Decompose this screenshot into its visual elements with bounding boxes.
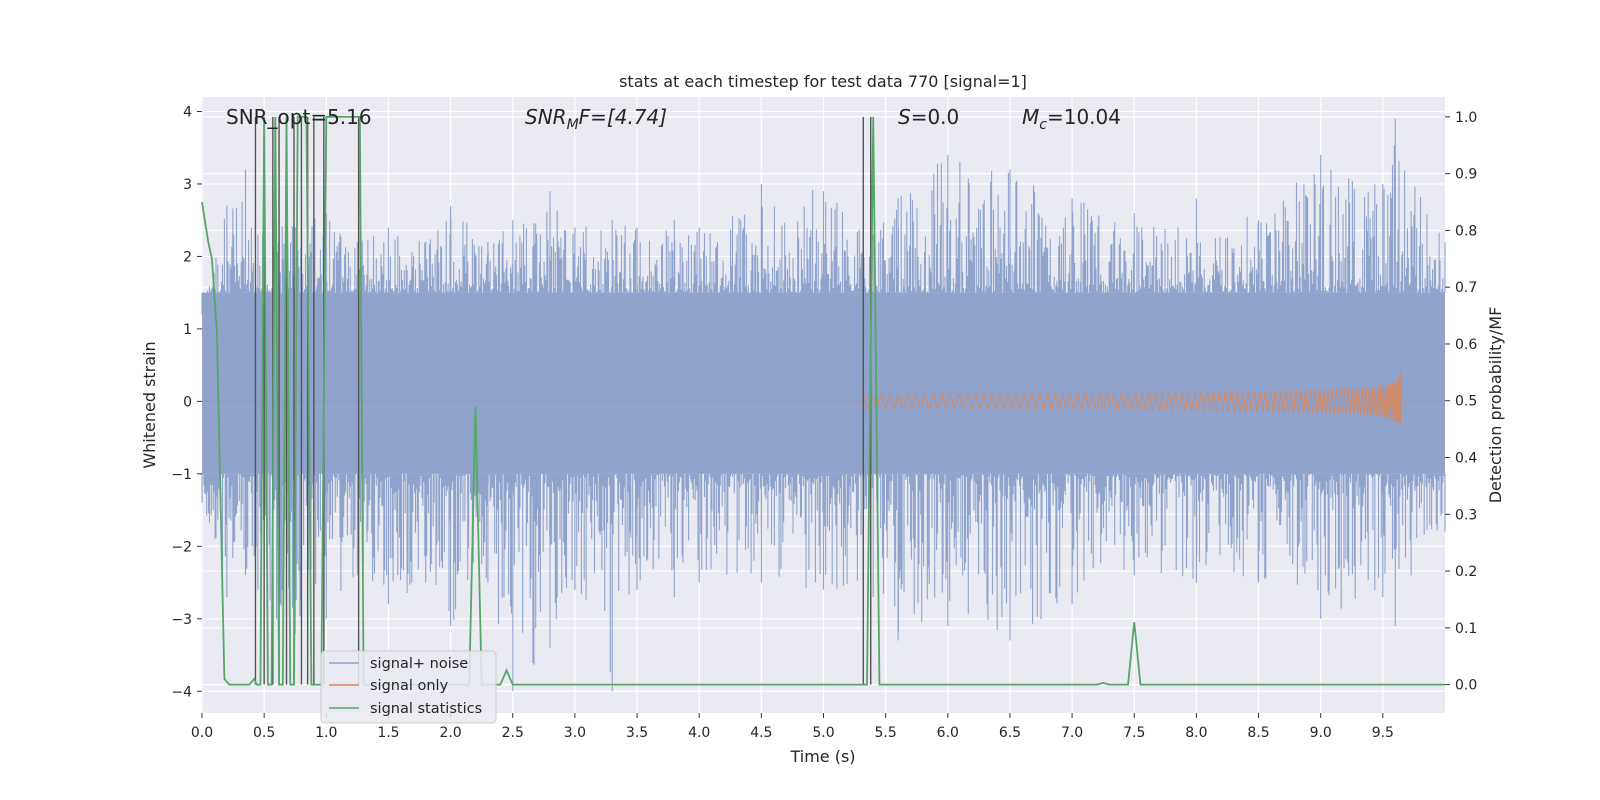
y-left-tick-label: 3 bbox=[183, 177, 192, 193]
x-tick-label: 6.0 bbox=[937, 725, 959, 741]
annotation-mc: Mc=10.04 bbox=[1022, 105, 1121, 133]
y-left-tick-label: 4 bbox=[183, 104, 192, 120]
legend-label-signal-statistics: signal statistics bbox=[370, 701, 482, 717]
y-axis-left-ticks: −4 −3 −2 −1 0 1 2 3 4 bbox=[171, 104, 202, 700]
y-right-tick-label: 0.7 bbox=[1455, 280, 1477, 296]
x-tick-label: 8.5 bbox=[1247, 725, 1269, 741]
y-left-tick-label: 0 bbox=[183, 394, 192, 410]
y-right-tick-label: 0.5 bbox=[1455, 394, 1477, 410]
annotation-snr-mf: SNRMF=[4.74] bbox=[525, 105, 667, 133]
y-left-tick-label: 1 bbox=[183, 322, 192, 338]
y-right-tick-label: 0.3 bbox=[1455, 507, 1477, 523]
y-left-tick-label: −1 bbox=[171, 467, 192, 483]
series-signal-only bbox=[201, 370, 1445, 425]
x-tick-label: 6.5 bbox=[999, 725, 1021, 741]
x-tick-label: 0.5 bbox=[253, 725, 275, 741]
y-right-tick-label: 0.9 bbox=[1455, 167, 1477, 183]
x-tick-label: 7.0 bbox=[1061, 725, 1083, 741]
x-tick-label: 3.5 bbox=[626, 725, 648, 741]
y-right-tick-label: 0.8 bbox=[1455, 223, 1477, 239]
annotation-snr-mf-sub: M bbox=[567, 117, 579, 133]
annotation-mc-value: =10.04 bbox=[1047, 105, 1121, 129]
x-tick-label: 0.0 bbox=[191, 725, 213, 741]
x-tick-label: 5.5 bbox=[875, 725, 897, 741]
y-left-tick-label: 2 bbox=[183, 249, 192, 265]
x-tick-label: 4.0 bbox=[688, 725, 710, 741]
legend-label-signal-noise: signal+ noise bbox=[370, 656, 468, 672]
annotation-snr-mf-base: SNR bbox=[525, 105, 567, 129]
x-tick-label: 7.5 bbox=[1123, 725, 1145, 741]
x-tick-label: 2.0 bbox=[439, 725, 461, 741]
y-axis-right-ticks: 0.0 0.1 0.2 0.3 0.4 0.5 0.6 0.7 0.8 0.9 1.0 bbox=[1445, 110, 1477, 694]
annotation-s: S=0.0 bbox=[898, 105, 959, 129]
signal-only-line bbox=[201, 370, 1445, 425]
y-left-tick-label: −3 bbox=[171, 612, 192, 628]
x-tick-label: 8.0 bbox=[1185, 725, 1207, 741]
legend-box bbox=[320, 650, 497, 724]
y-right-tick-label: 0.6 bbox=[1455, 337, 1477, 353]
noise-lower-spikes bbox=[201, 473, 1446, 692]
y-left-tick-label: −2 bbox=[171, 539, 192, 555]
legend-label-signal-only: signal only bbox=[370, 678, 449, 694]
y-right-tick-label: 0.1 bbox=[1455, 621, 1477, 637]
noise-core-band bbox=[202, 292, 1445, 474]
annotation-snr-mf-rest: F=[4.74] bbox=[579, 105, 667, 129]
series-signal-noise bbox=[201, 118, 1446, 692]
annotation-s-label: S bbox=[898, 105, 911, 129]
x-tick-label: 9.0 bbox=[1310, 725, 1332, 741]
legend: signal+ noise signal only signal statist… bbox=[320, 650, 497, 724]
x-axis-label: Time (s) bbox=[789, 747, 855, 766]
y-left-tick-label: −4 bbox=[171, 684, 192, 700]
x-tick-label: 5.0 bbox=[812, 725, 834, 741]
x-tick-label: 9.5 bbox=[1372, 725, 1394, 741]
x-tick-label: 3.0 bbox=[564, 725, 586, 741]
x-tick-label: 1.5 bbox=[377, 725, 399, 741]
y-right-tick-label: 1.0 bbox=[1455, 110, 1477, 126]
y-axis-right-label: Detection probability/MF bbox=[1486, 307, 1505, 504]
x-tick-label: 1.0 bbox=[315, 725, 337, 741]
annotation-mc-sub: c bbox=[1039, 117, 1047, 133]
y-right-tick-label: 0.0 bbox=[1455, 678, 1477, 694]
noise-upper-spikes bbox=[201, 118, 1446, 315]
x-tick-label: 2.5 bbox=[502, 725, 524, 741]
signal-statistics-line bbox=[201, 115, 1445, 686]
series-signal-statistics bbox=[201, 115, 1445, 686]
x-tick-label: 4.5 bbox=[750, 725, 772, 741]
y-axis-left-label: Whitened strain bbox=[140, 341, 159, 468]
annotation-mc-base: M bbox=[1022, 105, 1039, 129]
x-axis-ticks: 0.0 0.5 1.0 1.5 2.0 2.5 3.0 3.5 4.0 4.5 5.0 5.5 6.0 6… bbox=[191, 713, 1394, 741]
chart-title: stats at each timestep for test data 770… bbox=[619, 72, 1027, 91]
annotation-s-value: =0.0 bbox=[911, 105, 960, 129]
y-right-tick-label: 0.2 bbox=[1455, 564, 1477, 580]
annotation-snr-opt: SNR_opt=5.16 bbox=[226, 105, 372, 129]
y-right-tick-label: 0.4 bbox=[1455, 451, 1477, 467]
